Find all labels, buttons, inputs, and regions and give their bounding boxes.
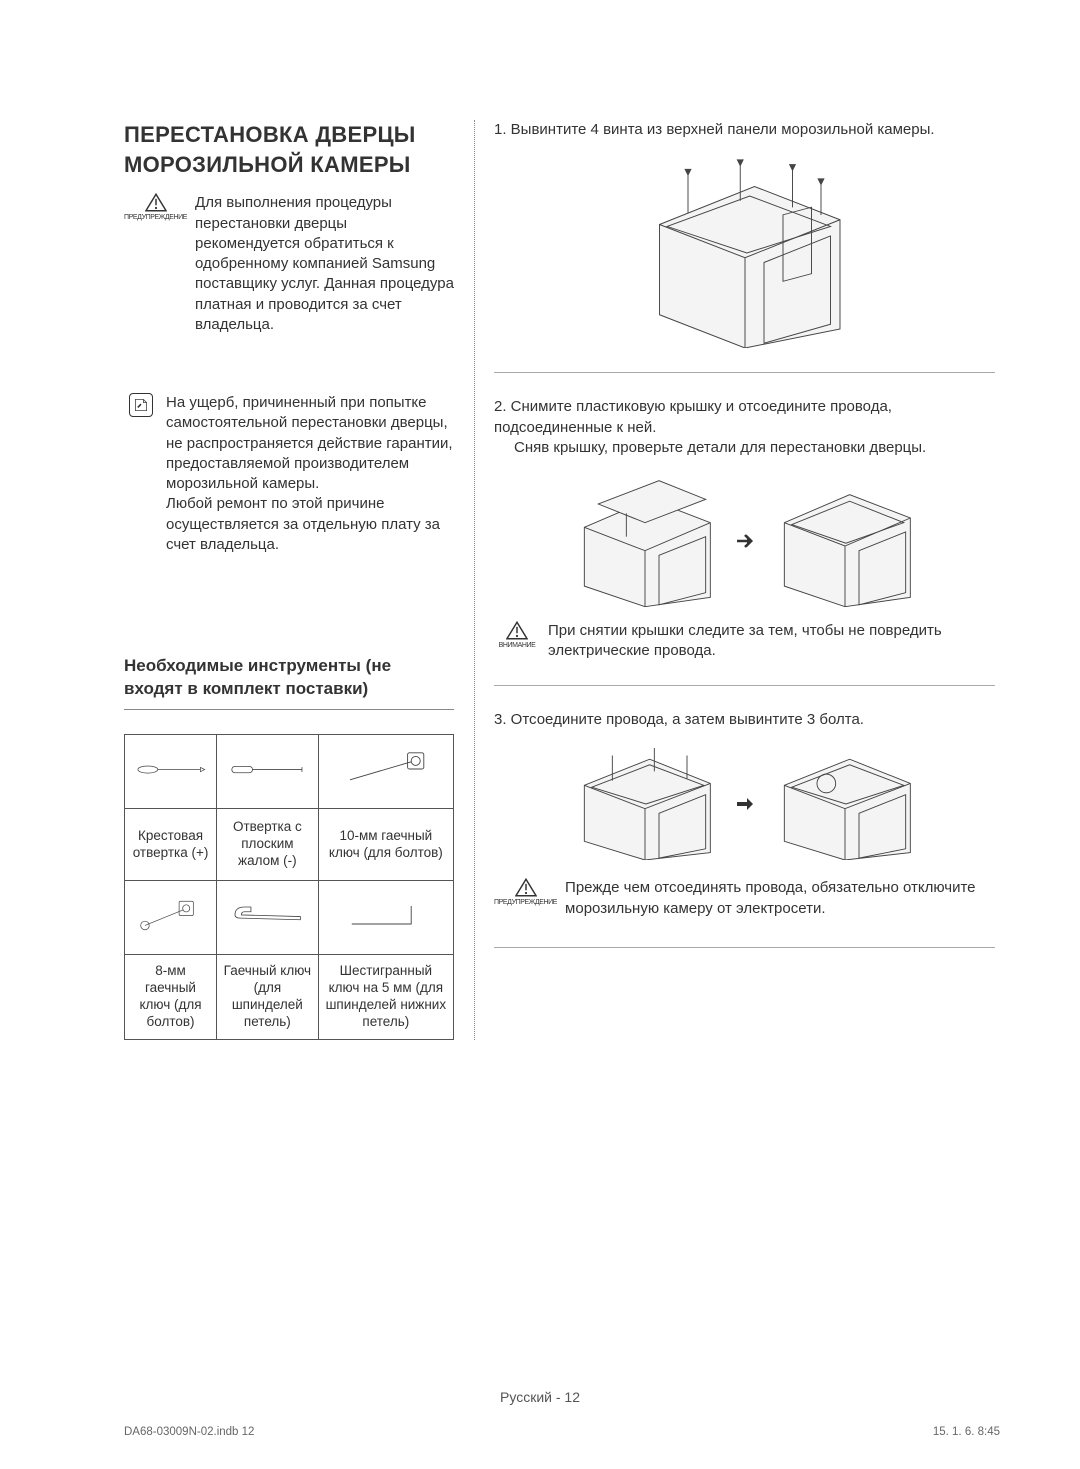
note-text: На ущерб, причиненный при попытке самост… — [166, 393, 454, 555]
tool-label: 10-мм гаечный ключ (для болтов) — [318, 809, 453, 881]
figure-step-1 — [494, 158, 995, 348]
note-icon — [124, 393, 158, 555]
tool-image-hex-key — [318, 881, 453, 955]
two-column-layout: ПЕРЕСТАНОВКА ДВЕРЦЫ МОРОЗИЛЬНОЙ КАМЕРЫ П… — [124, 120, 995, 1040]
step-text: 2. Снимите пластиковую крышку и отсоедин… — [494, 397, 995, 438]
right-column: 1. Вывинтите 4 винта из верхней панели м… — [494, 120, 995, 1040]
caution-label: ВНИМАНИЕ — [499, 641, 536, 650]
divider — [494, 947, 995, 948]
divider — [124, 709, 454, 710]
tools-heading: Необходимые инструменты (не входят в ком… — [124, 655, 454, 701]
step-1: 1. Вывинтите 4 винта из верхней панели м… — [494, 120, 995, 140]
tool-image-flat — [217, 735, 319, 809]
figure-step-2 — [494, 476, 995, 607]
step-2: 2. Снимите пластиковую крышку и отсоедин… — [494, 397, 995, 458]
caution-icon: ВНИМАНИЕ — [494, 621, 540, 662]
tool-label: Отвертка с плоским жалом (-) — [217, 809, 319, 881]
page-title: ПЕРЕСТАНОВКА ДВЕРЦЫ МОРОЗИЛЬНОЙ КАМЕРЫ — [124, 120, 454, 179]
step-text: 3. Отсоедините провода, а затем вывинтит… — [494, 711, 864, 728]
warning-icon: ПРЕДУПРЕЖДЕНИЕ — [494, 878, 557, 919]
warning-icon: ПРЕДУПРЕЖДЕНИЕ — [124, 193, 187, 335]
footer-doc-id: DA68-03009N-02.indb 12 — [124, 1425, 254, 1441]
divider — [494, 685, 995, 686]
caution-text: При снятии крышки следите за тем, чтобы … — [548, 621, 995, 662]
left-column: ПЕРЕСТАНОВКА ДВЕРЦЫ МОРОЗИЛЬНОЙ КАМЕРЫ П… — [124, 120, 454, 1040]
warning-text: Для выполнения процедуры перестановки дв… — [195, 193, 454, 335]
tool-image-10mm-wrench — [318, 735, 453, 809]
arrow-right-icon — [735, 531, 755, 551]
tool-label: Гаечный ключ (для шпинделей петель) — [217, 955, 319, 1040]
tool-label: Крестовая отвертка (+) — [125, 809, 217, 881]
tool-image-adjustable-wrench — [217, 881, 319, 955]
caution-block-2: ВНИМАНИЕ При снятии крышки следите за те… — [494, 621, 995, 662]
warning-label: ПРЕДУПРЕЖДЕНИЕ — [124, 213, 187, 222]
figure-step-3 — [494, 748, 995, 860]
warning-label: ПРЕДУПРЕЖДЕНИЕ — [494, 898, 557, 907]
warning-block-1: ПРЕДУПРЕЖДЕНИЕ Для выполнения процедуры … — [124, 193, 454, 335]
page: ПЕРЕСТАНОВКА ДВЕРЦЫ МОРОЗИЛЬНОЙ КАМЕРЫ П… — [0, 0, 1080, 1469]
step-text: 1. Вывинтите 4 винта из верхней панели м… — [494, 121, 935, 138]
warning-text: Прежде чем отсоединять провода, обязател… — [565, 878, 995, 919]
column-divider — [474, 120, 475, 1040]
step-3: 3. Отсоедините провода, а затем вывинтит… — [494, 710, 995, 730]
note-block-1: На ущерб, причиненный при попытке самост… — [124, 393, 454, 555]
divider — [494, 372, 995, 373]
footer-timestamp: 15. 1. 6. 8:45 — [933, 1425, 1000, 1441]
tool-image-8mm-wrench — [125, 881, 217, 955]
footer-meta: DA68-03009N-02.indb 12 15. 1. 6. 8:45 — [124, 1425, 1000, 1441]
tool-label: Шестигранный ключ на 5 мм (для шпинделей… — [318, 955, 453, 1040]
tool-image-phillips — [125, 735, 217, 809]
tools-table: Крестовая отвертка (+) Отвертка с плоски… — [124, 734, 454, 1040]
tool-label: 8-мм гаечный ключ (для болтов) — [125, 955, 217, 1040]
arrow-right-icon — [735, 794, 755, 814]
step-text: Сняв крышку, проверьте детали для перест… — [494, 438, 995, 458]
page-footer: Русский - 12 — [0, 1388, 1080, 1407]
warning-block-3: ПРЕДУПРЕЖДЕНИЕ Прежде чем отсоединять пр… — [494, 878, 995, 919]
